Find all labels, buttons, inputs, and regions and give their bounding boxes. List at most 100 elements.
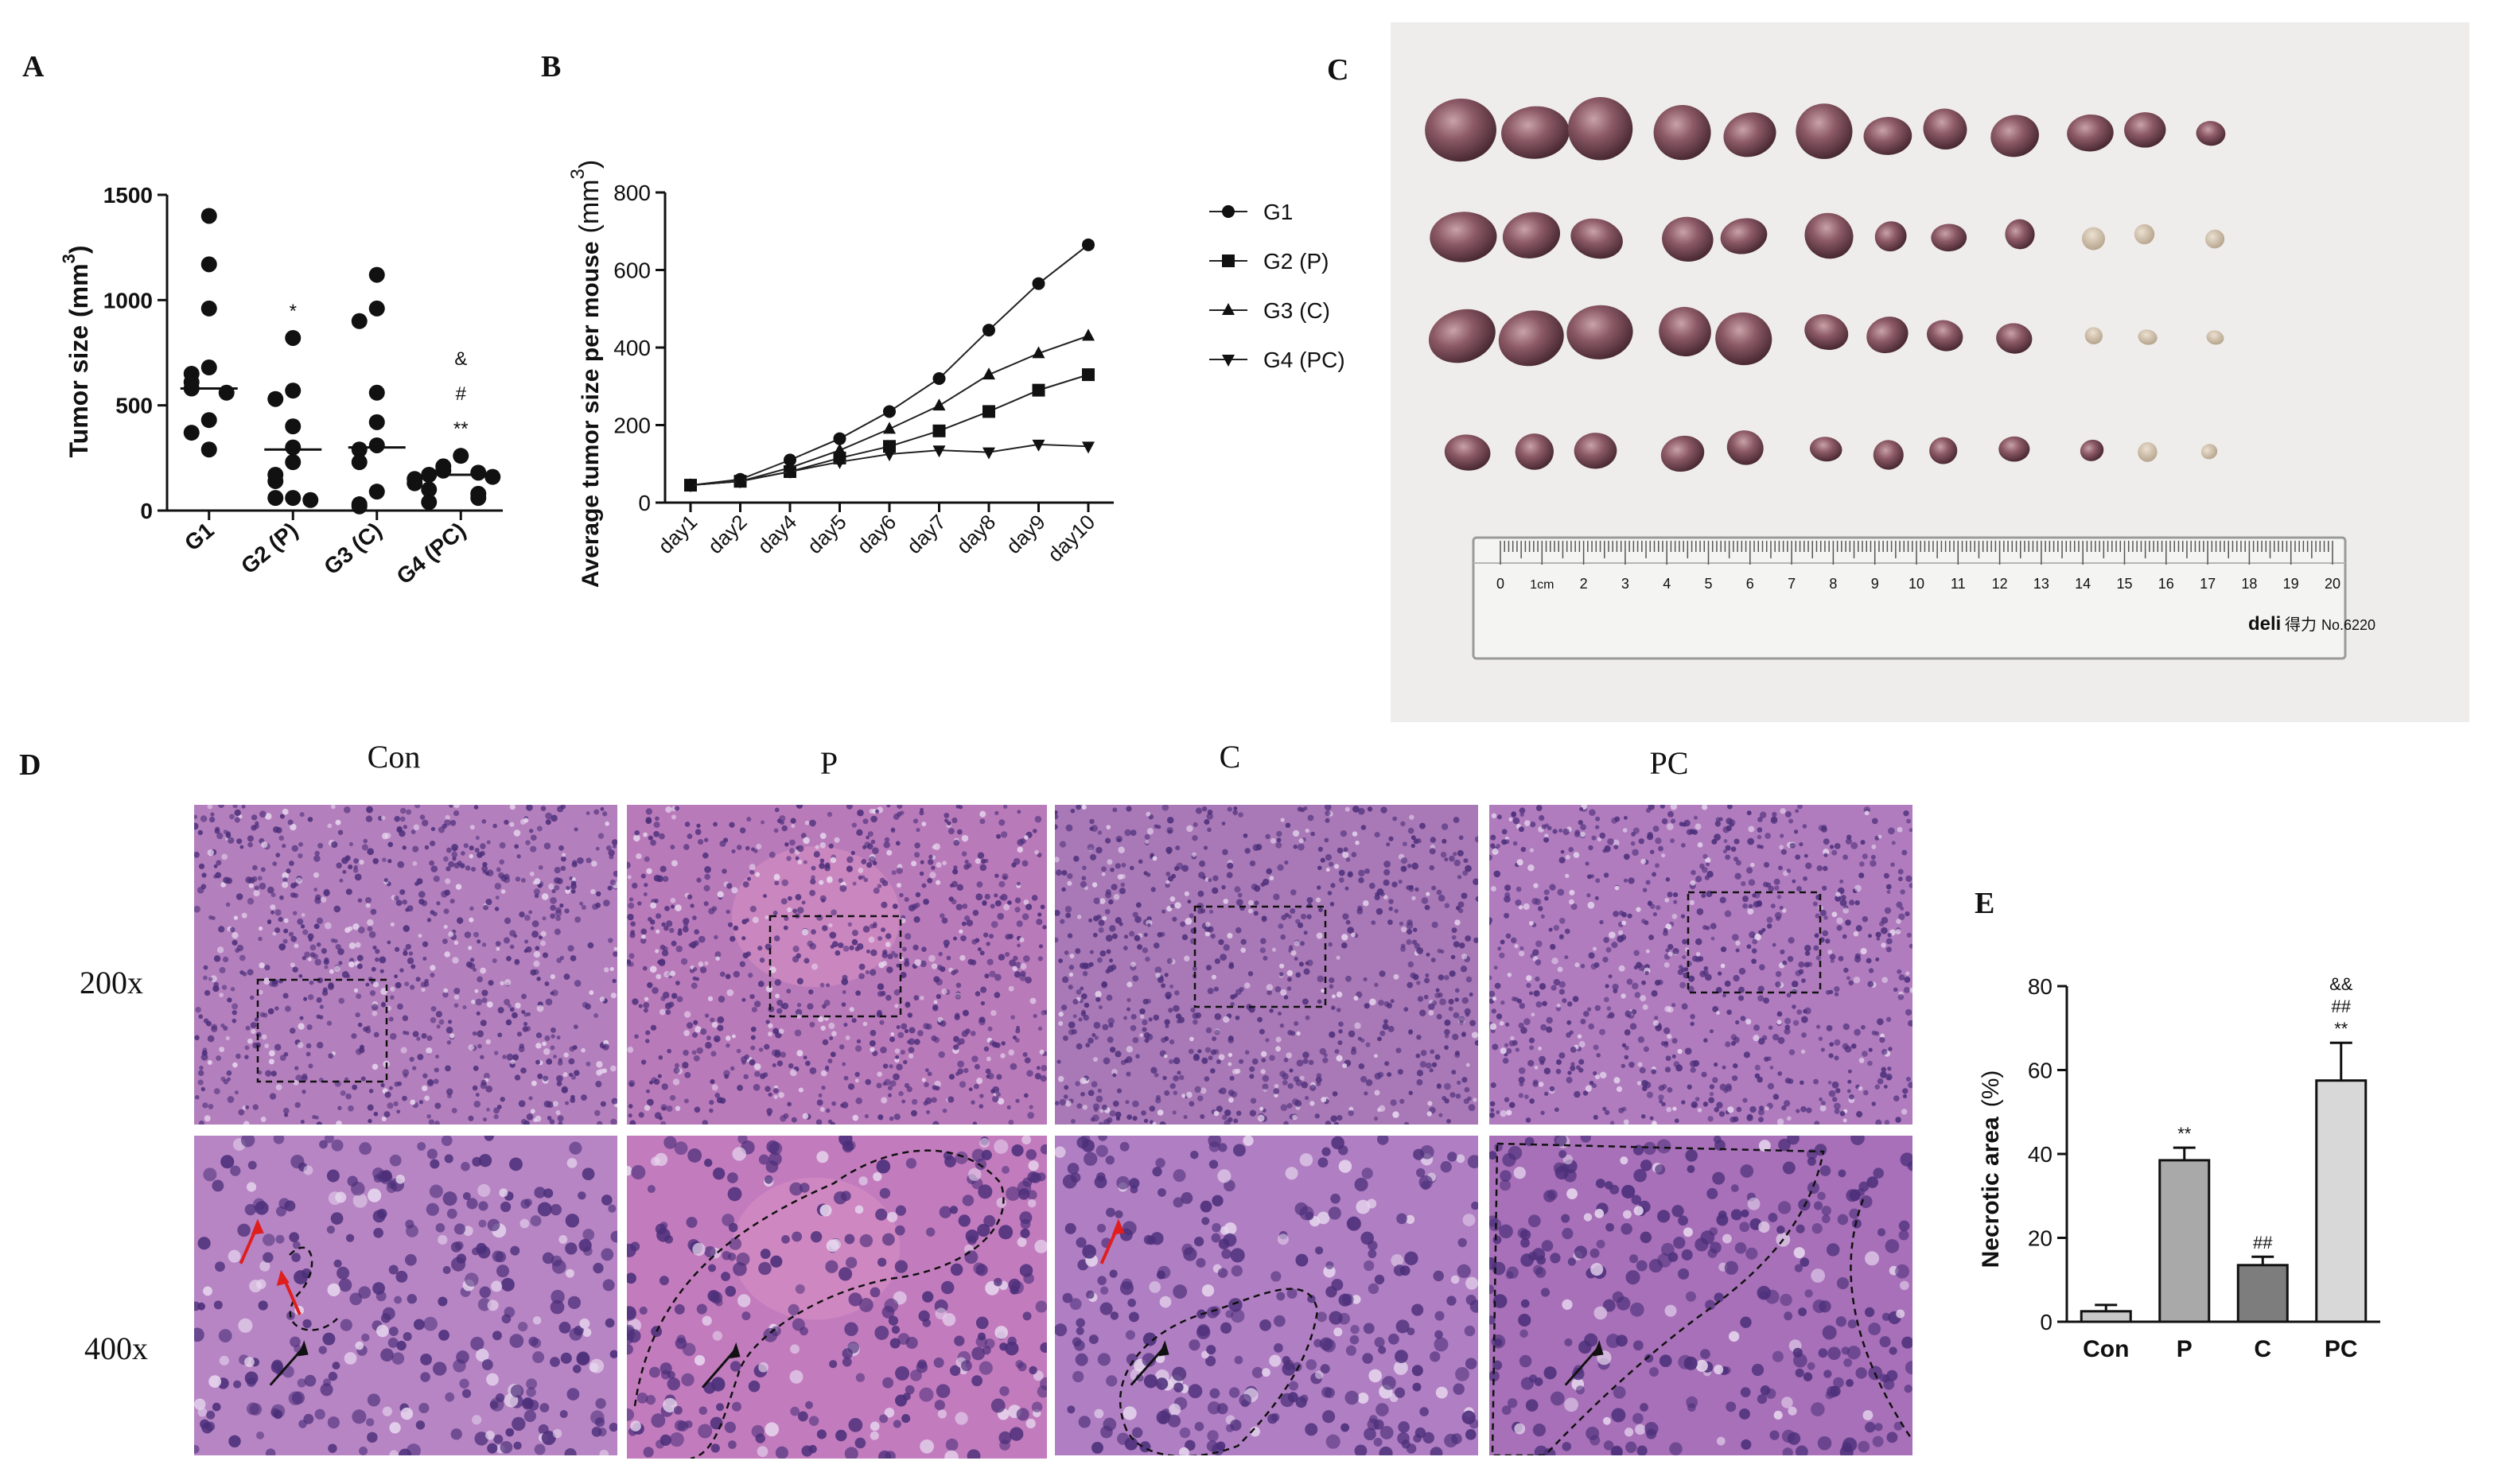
chart-b-point bbox=[1032, 383, 1045, 397]
tumor bbox=[1726, 430, 1764, 465]
chart-b-point bbox=[932, 445, 946, 458]
chart-a-xtick-label: G2 (P) bbox=[236, 518, 302, 579]
chart-a-point bbox=[285, 454, 302, 471]
chart-a-point bbox=[218, 384, 235, 401]
chart-e-significance: ** bbox=[2334, 1019, 2348, 1039]
chart-a-point bbox=[351, 454, 368, 471]
chart-e-ytick-label: 0 bbox=[2040, 1310, 2052, 1334]
necrosis-outline bbox=[289, 1246, 338, 1331]
chart-e-xtick-label: PC bbox=[2325, 1336, 2358, 1362]
chart-b-xtick-label: day7 bbox=[902, 510, 951, 558]
chart-a-point bbox=[368, 384, 385, 401]
ruler-label: 16 bbox=[2158, 576, 2174, 592]
tumor bbox=[2204, 229, 2225, 249]
chart-b-point bbox=[784, 453, 796, 467]
tumor bbox=[2005, 219, 2035, 250]
histology-c-200x bbox=[1055, 805, 1478, 1125]
chart-b-point bbox=[684, 480, 697, 493]
chart-a-ytick-label: 1500 bbox=[103, 183, 153, 208]
chart-b-point bbox=[932, 372, 946, 385]
red-arrow-head bbox=[251, 1218, 264, 1235]
tumor bbox=[1998, 436, 2030, 462]
black-arrow bbox=[269, 1346, 305, 1386]
chart-b-xtick-label: day10 bbox=[1043, 510, 1099, 566]
chart-b-legend-label: G3 (C) bbox=[1263, 298, 1330, 323]
chart-a-point bbox=[368, 266, 385, 283]
ruler-label: 13 bbox=[2033, 576, 2049, 592]
red-arrow-head bbox=[1111, 1218, 1125, 1235]
chart-b-ylabel: Average tumor size per mouse(mm3) bbox=[567, 160, 605, 588]
magnification-label: 400x bbox=[84, 1331, 148, 1366]
tumor bbox=[1723, 112, 1776, 157]
chart-b-point bbox=[833, 456, 846, 469]
chart-a-point bbox=[421, 481, 438, 498]
ruler-label: 2 bbox=[1580, 576, 1588, 592]
chart-b-point bbox=[982, 447, 995, 460]
necrosis-outline bbox=[1491, 1142, 1912, 1455]
chart-a-point bbox=[351, 313, 368, 329]
chart-a-xtick-label: G1 bbox=[180, 518, 219, 556]
chart-b-point bbox=[883, 405, 896, 418]
panel-letter-c: C bbox=[1327, 53, 1349, 87]
chart-a-xtick-label: G3 (C) bbox=[319, 518, 386, 580]
ruler-label: 5 bbox=[1704, 576, 1712, 592]
chart-a-point bbox=[285, 418, 302, 435]
tumor bbox=[2138, 441, 2158, 462]
red-arrow-head bbox=[276, 1269, 290, 1286]
chart-b-point bbox=[1032, 277, 1045, 290]
necrosis-outline bbox=[1119, 1288, 1319, 1455]
histology-con-400x bbox=[194, 1136, 617, 1455]
chart-e-ytick-label: 20 bbox=[2028, 1226, 2052, 1251]
histology-column-title: PC bbox=[1649, 745, 1689, 781]
chart-a-point bbox=[267, 472, 284, 489]
tumor bbox=[1809, 437, 1842, 462]
excised-tumors-photo: 0 1cm 2 3 4 5 6 7 8 9 10 11 12 13 14 15 16 17 18 19 20 deli … bbox=[1391, 22, 2469, 722]
tumor bbox=[2196, 121, 2226, 146]
panel-letter-b: B bbox=[541, 50, 562, 84]
chart-b-legend-marker bbox=[1222, 355, 1235, 367]
chart-b-point bbox=[784, 467, 796, 479]
histology-p-400x bbox=[627, 1136, 1047, 1459]
chart-b-xtick-label: day4 bbox=[753, 510, 801, 558]
chart-e-significance: && bbox=[2329, 974, 2353, 994]
histology-pc-200x bbox=[1489, 805, 1912, 1125]
ruler-label: 14 bbox=[2075, 576, 2091, 592]
chart-e-ylabel: Necrotic area(%) bbox=[1978, 1070, 2004, 1268]
chart-e-bar bbox=[2080, 1310, 2132, 1323]
chart-b-point bbox=[982, 324, 995, 337]
ruler-label: 8 bbox=[1829, 576, 1837, 592]
tumor bbox=[1715, 312, 1772, 366]
ruler-label: 0 bbox=[1496, 576, 1504, 592]
tumor bbox=[1873, 440, 1904, 470]
tumor bbox=[1923, 108, 1967, 150]
chart-a-point bbox=[200, 441, 217, 458]
chart-b-point bbox=[1082, 238, 1095, 251]
chart-b-point bbox=[833, 432, 846, 445]
chart-a-point bbox=[351, 498, 368, 515]
roi-dashed-box bbox=[768, 915, 902, 1018]
chart-b-xtick-label: day6 bbox=[852, 510, 901, 558]
chart-b-ytick-label: 400 bbox=[613, 336, 651, 360]
tumor bbox=[1574, 433, 1617, 469]
histology-p-200x bbox=[627, 805, 1047, 1125]
chart-a-point bbox=[302, 491, 319, 508]
chart-b-point bbox=[1032, 439, 1045, 452]
chart-b-ytick-label: 600 bbox=[613, 258, 651, 283]
tumor bbox=[1653, 105, 1711, 161]
tumor bbox=[1662, 216, 1714, 262]
ruler-label: 12 bbox=[1992, 576, 2008, 592]
chart-a-point bbox=[267, 390, 284, 407]
chart-a-point bbox=[368, 437, 385, 453]
tumor bbox=[1659, 306, 1711, 357]
tumor bbox=[1796, 103, 1853, 159]
tumor bbox=[1498, 310, 1564, 367]
ruler-label: 9 bbox=[1871, 576, 1879, 592]
tumor bbox=[1566, 305, 1633, 359]
chart-b-point bbox=[733, 476, 747, 489]
chart-a-significance: ** bbox=[453, 418, 469, 440]
tumor bbox=[1804, 314, 1849, 351]
chart-a-point bbox=[351, 441, 368, 458]
chart-e-significance: ## bbox=[2253, 1233, 2273, 1253]
ruler-label: 6 bbox=[1746, 576, 1754, 592]
ruler-label: 17 bbox=[2200, 576, 2216, 592]
